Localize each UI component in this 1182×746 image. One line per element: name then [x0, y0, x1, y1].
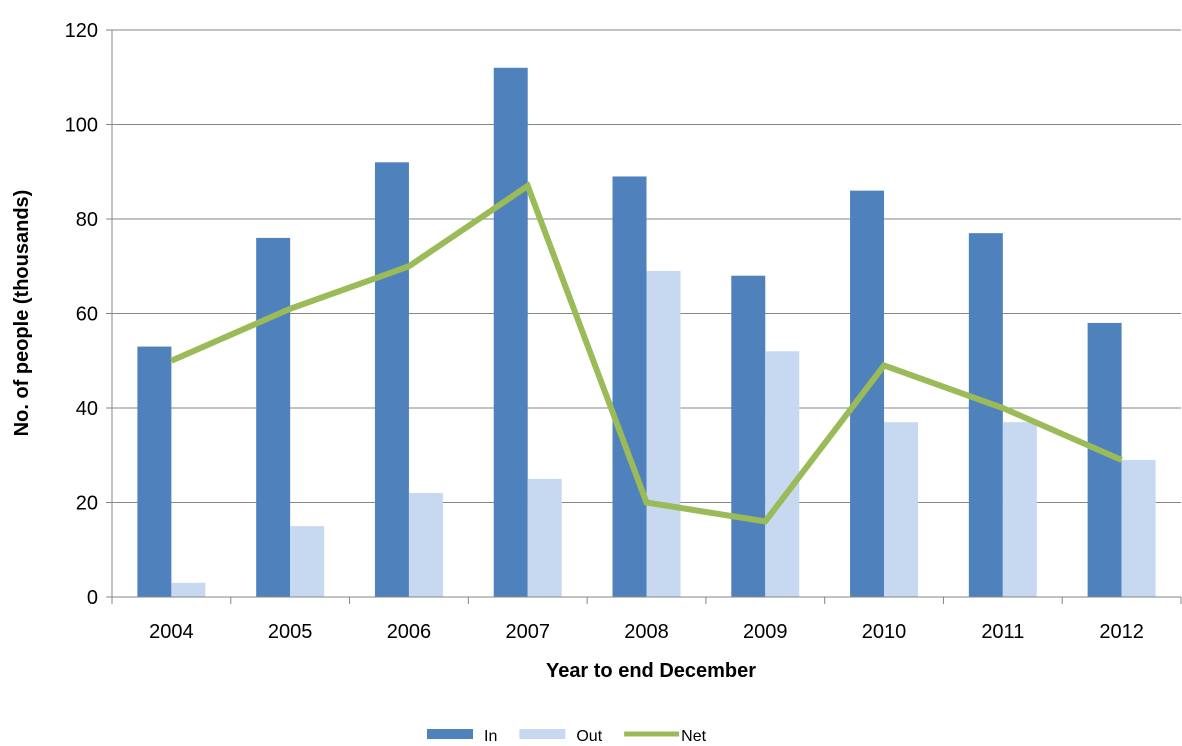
- legend-label-in: In: [484, 728, 497, 745]
- bars: [137, 67, 1156, 598]
- x-tick-label: 2009: [743, 621, 788, 643]
- legend-swatch-out: [519, 729, 566, 739]
- bar-out-2012: [1121, 459, 1156, 597]
- legend-label-out: Out: [576, 728, 602, 745]
- bar-out-2011: [1002, 422, 1037, 597]
- tick-labels: 0 20 40 60 80 100 120 2004 2005 2006 2007 2008 2009 2…: [65, 20, 1144, 643]
- axes: [106, 29, 1182, 604]
- y-tick-label: 20: [76, 493, 98, 515]
- bar-out-2008: [646, 270, 681, 597]
- y-tick-label: 0: [87, 587, 98, 609]
- x-tick-label: 2005: [268, 621, 313, 643]
- y-tick-label: 100: [65, 115, 98, 137]
- bar-in-2010: [850, 190, 885, 597]
- bar-in-2006: [374, 162, 409, 598]
- bar-out-2006: [408, 493, 443, 597]
- legend-label-net: Net: [681, 728, 706, 745]
- x-tick-label: 2012: [1099, 621, 1144, 643]
- series-line-net: [170, 181, 1123, 525]
- x-tick-label: 2007: [505, 621, 550, 643]
- y-axis-title: No. of people (thousands): [11, 190, 33, 437]
- bar-in-2008: [612, 176, 647, 597]
- bar-out-2007: [527, 478, 562, 597]
- legend: In Out Net: [427, 728, 707, 745]
- y-tick-label: 120: [65, 20, 98, 42]
- x-axis-title: Year to end December: [546, 660, 756, 682]
- bar-in-2009: [731, 275, 766, 597]
- y-tick-label: 60: [76, 304, 98, 326]
- bar-in-2007: [493, 67, 528, 598]
- bar-out-2009: [765, 351, 800, 597]
- legend-swatch-in: [427, 729, 473, 739]
- y-tick-label: 40: [76, 398, 98, 420]
- x-tick-label: 2008: [624, 621, 669, 643]
- x-tick-label: 2011: [981, 621, 1024, 643]
- x-tick-label: 2010: [862, 621, 907, 643]
- bar-in-2004: [137, 346, 172, 597]
- x-tick-label: 2006: [387, 621, 432, 643]
- bar-out-2005: [290, 526, 325, 597]
- bar-in-2011: [968, 233, 1003, 598]
- bar-out-2010: [884, 422, 919, 597]
- bar-out-2004: [171, 582, 206, 597]
- net-line-layer: [170, 181, 1123, 525]
- bar-in-2005: [256, 237, 291, 597]
- y-tick-label: 80: [76, 209, 98, 231]
- x-tick-label: 2004: [149, 621, 194, 643]
